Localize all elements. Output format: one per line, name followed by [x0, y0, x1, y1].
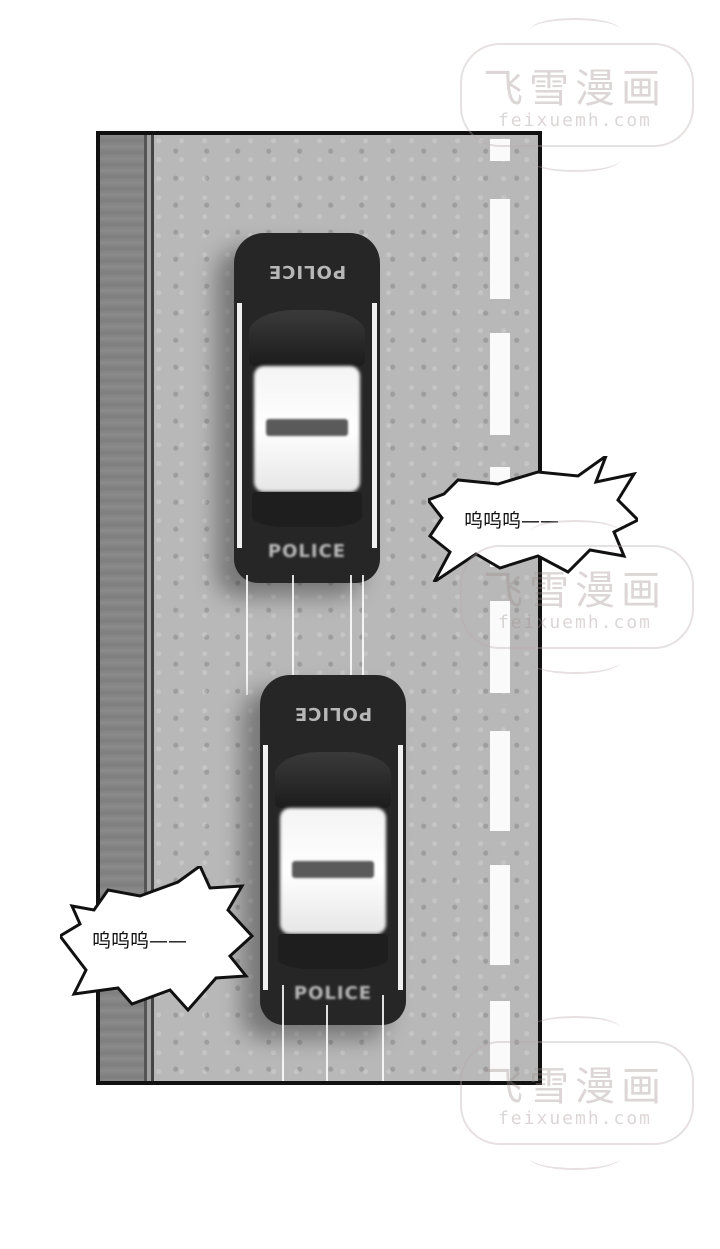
watermark-title: 飞雪漫画	[483, 66, 667, 112]
speed-line	[326, 1005, 328, 1081]
watermark-ornament	[530, 1016, 620, 1040]
speed-line	[382, 995, 384, 1081]
police-car-top: POLICE POLICE	[234, 233, 380, 583]
watermark-ornament	[530, 1146, 620, 1170]
car-side-trim	[237, 303, 242, 548]
car-rear-glass	[277, 934, 389, 969]
car-side-trim	[263, 745, 268, 990]
watermark-logo: 飞雪漫画 feixuemh.com	[450, 510, 700, 680]
speed-line	[362, 575, 364, 735]
speed-line	[282, 985, 284, 1081]
watermark-title: 飞雪漫画	[483, 568, 667, 614]
lane-dash	[490, 865, 510, 965]
speech-bubble-siren-left: 呜呜呜——	[60, 866, 256, 1026]
lane-dash	[490, 199, 510, 299]
police-trunk-text: POLICE	[293, 983, 373, 1004]
car-rear-glass	[251, 492, 363, 527]
bubble-outline	[60, 866, 255, 1013]
car-lightbar	[266, 418, 348, 436]
police-car-bottom: POLICE POLICE	[260, 675, 406, 1025]
watermark-logo: 飞雪漫画 feixuemh.com	[450, 8, 700, 178]
car-side-trim	[398, 745, 403, 990]
police-hood-text: POLICE	[293, 703, 373, 724]
speed-line	[246, 575, 248, 695]
watermark-ornament	[530, 650, 620, 674]
car-side-trim	[372, 303, 377, 548]
police-trunk-text: POLICE	[267, 541, 347, 562]
road-curb	[144, 135, 154, 1081]
watermark-site: feixuemh.com	[497, 612, 653, 633]
watermark-ornament	[530, 148, 620, 172]
lane-dash	[490, 333, 510, 435]
car-lightbar	[292, 860, 374, 878]
watermark-ornament	[530, 520, 620, 544]
speed-line	[292, 575, 294, 745]
watermark-site: feixuemh.com	[497, 110, 653, 131]
watermark-site: feixuemh.com	[497, 1108, 653, 1129]
speed-line	[350, 575, 352, 705]
lane-dash	[490, 731, 510, 831]
police-hood-text: POLICE	[267, 261, 347, 282]
watermark-frame	[460, 545, 694, 649]
watermark-frame	[460, 1041, 694, 1145]
car-windshield	[248, 310, 366, 366]
watermark-frame	[460, 43, 694, 147]
car-windshield	[274, 752, 392, 808]
watermark-logo: 飞雪漫画 feixuemh.com	[450, 1006, 700, 1176]
watermark-ornament	[530, 18, 620, 42]
watermark-title: 飞雪漫画	[483, 1064, 667, 1110]
bubble-text: 呜呜呜——	[92, 930, 188, 952]
